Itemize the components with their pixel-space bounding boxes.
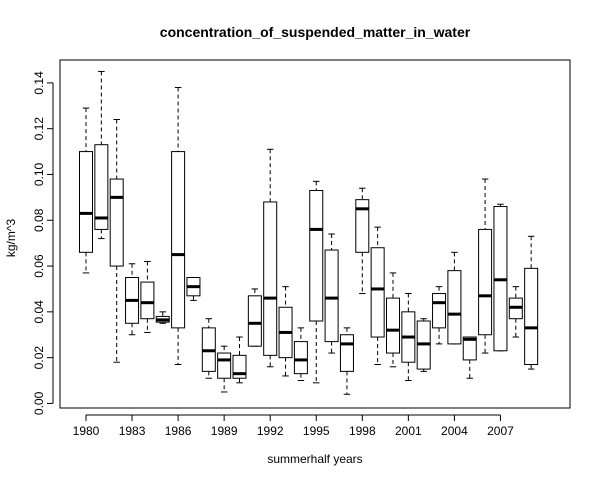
box-1983 <box>125 263 140 336</box>
y-axis: 0.00 0.02 0.04 0.06 0.08 0.10 0.12 0.14 <box>32 71 54 415</box>
x-tick-label: 1989 <box>211 424 238 438</box>
box-1984 <box>140 260 155 333</box>
y-tick-label: 0.14 <box>32 71 46 95</box>
y-tick-label: 0.06 <box>32 254 46 278</box>
y-tick-label: 0.12 <box>32 117 46 141</box>
box-1991 <box>247 288 262 347</box>
iqr-box <box>386 297 400 354</box>
box-2007 <box>493 203 508 352</box>
iqr-box <box>263 201 278 356</box>
iqr-box <box>524 267 539 365</box>
box-1995 <box>309 180 324 384</box>
box-1990 <box>232 336 247 384</box>
box-2009 <box>524 235 539 370</box>
y-tick-label: 0.04 <box>32 300 46 324</box>
iqr-box <box>309 190 324 322</box>
x-tick-label: 1983 <box>119 424 146 438</box>
box-1985 <box>155 311 170 324</box>
iqr-box <box>247 295 262 347</box>
y-tick-label: 0.02 <box>32 346 46 370</box>
box-1997 <box>339 327 354 395</box>
boxes-group <box>79 70 539 395</box>
box-1998 <box>355 187 370 295</box>
iqr-box <box>355 199 370 253</box>
x-tick-label: 1986 <box>165 424 192 438</box>
x-tick-label: 1980 <box>73 424 100 438</box>
box-1987 <box>186 277 201 301</box>
box-1989 <box>217 345 232 393</box>
box-1992 <box>263 148 278 368</box>
x-tick-label: 1998 <box>349 424 376 438</box>
iqr-box <box>370 247 385 338</box>
x-tick-label: 1995 <box>303 424 330 438</box>
iqr-box <box>94 144 109 230</box>
x-tick-label: 2007 <box>487 424 514 438</box>
x-tick-label: 2001 <box>395 424 422 438</box>
iqr-box <box>324 249 339 343</box>
chart-title: concentration_of_suspended_matter_in_wat… <box>160 24 471 40</box>
iqr-box <box>109 178 124 267</box>
box-2008 <box>508 286 523 338</box>
box-1996 <box>324 233 339 354</box>
iqr-box <box>432 293 447 329</box>
y-tick-label: 0.00 <box>32 391 46 415</box>
iqr-box <box>339 334 354 372</box>
iqr-box <box>462 336 477 361</box>
x-tick-label: 1992 <box>257 424 284 438</box>
box-2001 <box>401 293 416 382</box>
y-tick-label: 0.08 <box>32 208 46 232</box>
box-1986 <box>171 86 186 365</box>
box-1988 <box>201 318 216 379</box>
plot-frame <box>59 59 571 409</box>
x-axis-label: summerhalf years <box>267 452 362 466</box>
box-2005 <box>462 336 477 379</box>
box-1980 <box>79 107 93 274</box>
box-2002 <box>416 318 431 372</box>
iqr-box <box>217 352 232 379</box>
iqr-box <box>478 228 493 336</box>
y-axis-label: kg/m^3 <box>4 219 18 258</box>
box-2000 <box>386 272 400 368</box>
x-axis: 1980 1983 1986 1989 1992 1995 1998 2001 2004 2007 <box>73 414 514 438</box>
iqr-box <box>140 281 155 320</box>
box-1994 <box>293 327 308 382</box>
iqr-box <box>293 341 308 375</box>
y-tick-label: 0.10 <box>32 162 46 186</box>
iqr-box <box>447 270 462 345</box>
box-2003 <box>432 286 447 345</box>
box-1982 <box>109 119 124 363</box>
box-1999 <box>370 226 385 365</box>
box-2006 <box>478 178 493 354</box>
box-2004 <box>447 251 462 345</box>
x-tick-label: 2004 <box>441 424 468 438</box>
iqr-box <box>79 151 93 253</box>
box-1981 <box>94 70 109 240</box>
iqr-box <box>171 151 186 329</box>
box-1993 <box>278 286 293 377</box>
